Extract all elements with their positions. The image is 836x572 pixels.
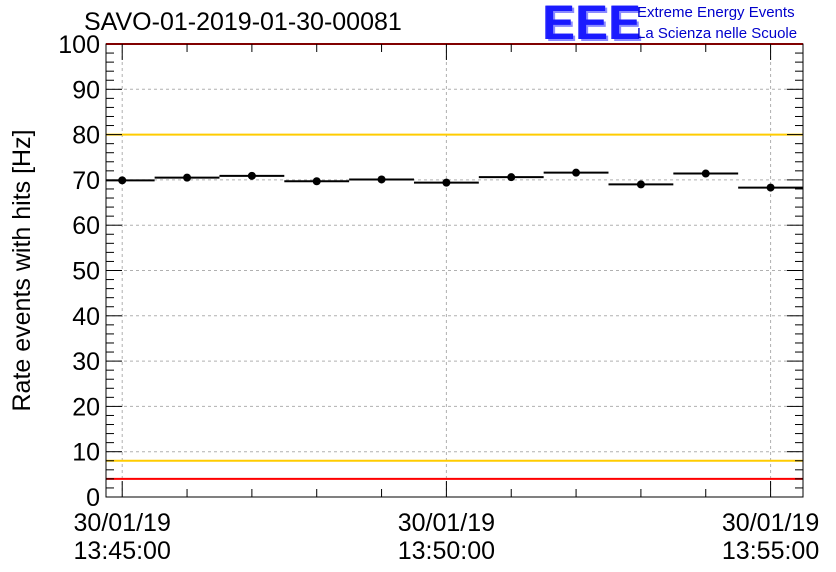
y-tick-label: 90 — [72, 76, 100, 104]
y-tick-label: 30 — [72, 348, 100, 376]
x-tick-label-date: 30/01/19 — [722, 509, 819, 537]
data-point — [247, 171, 256, 180]
y-tick-label: 70 — [72, 167, 100, 195]
x-tick-label-time: 13:45:00 — [74, 537, 171, 565]
data-point — [183, 173, 192, 182]
y-tick-labels: 0 10 20 30 40 50 60 70 80 90 100 — [58, 31, 100, 512]
chart-grid — [106, 44, 803, 497]
y-tick-label: 40 — [72, 303, 100, 331]
y-tick-label: 100 — [58, 31, 100, 59]
reference-lines — [106, 43, 803, 480]
axis-ticks — [106, 43, 803, 498]
x-tick-labels: 30/01/1913:45:0030/01/1913:50:0030/01/19… — [74, 509, 820, 565]
x-tick-label-date: 30/01/19 — [74, 509, 171, 537]
y-tick-label: 80 — [72, 122, 100, 150]
y-axis-title: Rate events with hits [Hz] — [8, 129, 36, 412]
chart-title: SAVO-01-2019-01-30-00081 — [84, 8, 402, 36]
data-point — [377, 175, 386, 184]
data-point — [312, 177, 321, 186]
data-point — [507, 173, 516, 182]
data-point — [766, 183, 775, 192]
data-point — [572, 168, 581, 177]
x-tick-label-time: 13:55:00 — [722, 537, 819, 565]
y-tick-label: 50 — [72, 258, 100, 286]
y-tick-label: 0 — [86, 484, 100, 512]
data-point — [118, 176, 127, 185]
data-point — [442, 178, 451, 187]
data-point — [701, 169, 710, 178]
eee-logo: EEE — [543, 0, 643, 50]
logo-line-1: Extreme Energy Events — [637, 4, 795, 21]
x-tick-label-date: 30/01/19 — [398, 509, 495, 537]
y-tick-label: 20 — [72, 393, 100, 421]
data-point — [636, 180, 645, 189]
x-tick-label-time: 13:50:00 — [398, 537, 495, 565]
logo-line-2: La Scienza nelle Scuole — [637, 25, 798, 42]
y-tick-label: 10 — [72, 439, 100, 467]
y-tick-label: 60 — [72, 212, 100, 240]
data-points — [106, 168, 803, 192]
